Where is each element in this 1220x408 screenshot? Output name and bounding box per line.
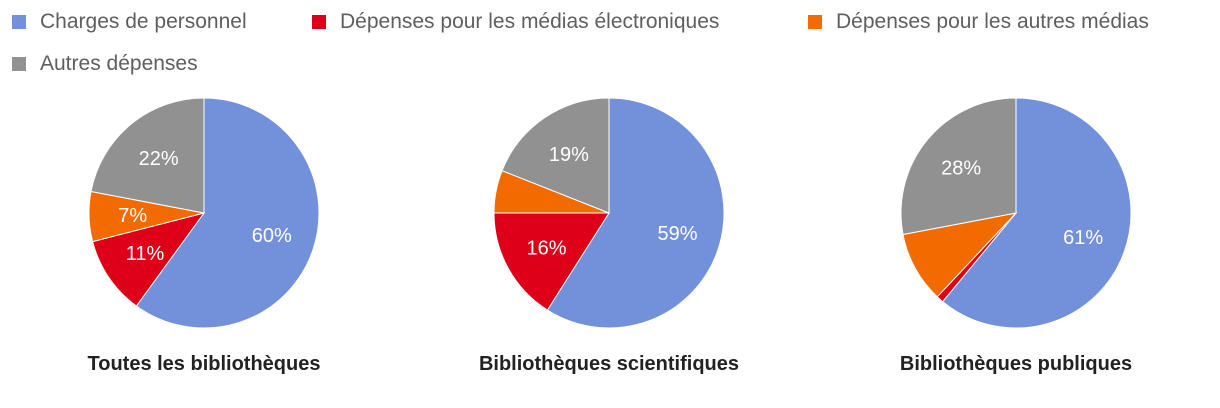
pie-slice-other-media [902, 212, 1018, 298]
slice-label-other-expenses: 22% [139, 148, 179, 170]
legend-swatch-electronic-media [312, 15, 326, 29]
legend-swatch-personnel [12, 15, 26, 29]
legend-item-other-media: Dépenses pour les autres médias [808, 10, 1149, 34]
legend-item-personnel: Charges de personnel [12, 10, 247, 34]
pie-slice-other-expenses [501, 97, 610, 214]
pie-slice-personnel [941, 97, 1132, 329]
legend-swatch-other-expenses [12, 57, 26, 71]
pie-slice-personnel [546, 97, 725, 329]
pie-chart-public-libraries: 61% 28% Bibliothèques publiques [900, 97, 1132, 375]
pie-slice-other-expenses [90, 97, 205, 214]
legend-label-personnel: Charges de personnel [40, 10, 247, 33]
pie-slice-personnel [135, 97, 320, 329]
pie-slice-electronic-media [92, 212, 206, 307]
chart-title-all-libraries: Toutes les bibliothèques [88, 353, 321, 375]
legend-label-other-media: Dépenses pour les autres médias [836, 10, 1149, 33]
pie-chart-all-libraries: 60% 11% 7% 22% Toutes les bibliothèques [88, 97, 321, 375]
slice-label-electronic-media: 16% [526, 237, 566, 259]
chart-title-scientific-libraries: Bibliothèques scientifiques [479, 353, 739, 375]
legend-swatch-other-media [808, 15, 822, 29]
pie-chart-scientific-libraries: 59% 16% 19% Bibliothèques scientifiques [479, 97, 739, 375]
legend-label-electronic-media: Dépenses pour les médias électroniques [340, 10, 720, 33]
chart-title-public-libraries: Bibliothèques publiques [900, 353, 1132, 375]
slice-label-other-expenses: 28% [941, 158, 981, 180]
slice-label-other-media: 7% [118, 205, 147, 227]
pie-slice-other-expenses [900, 97, 1017, 236]
pie-slice-electronic-media [493, 212, 610, 311]
legend-item-electronic-media: Dépenses pour les médias électroniques [312, 10, 719, 34]
slice-label-personnel: 60% [252, 225, 292, 247]
slice-label-personnel: 59% [657, 223, 697, 245]
slice-label-electronic-media: 11% [126, 243, 165, 265]
slice-label-other-expenses: 19% [549, 144, 589, 166]
slice-label-personnel: 61% [1063, 227, 1103, 249]
legend-item-other-expenses: Autres dépenses [12, 52, 198, 76]
legend-label-other-expenses: Autres dépenses [40, 52, 198, 75]
